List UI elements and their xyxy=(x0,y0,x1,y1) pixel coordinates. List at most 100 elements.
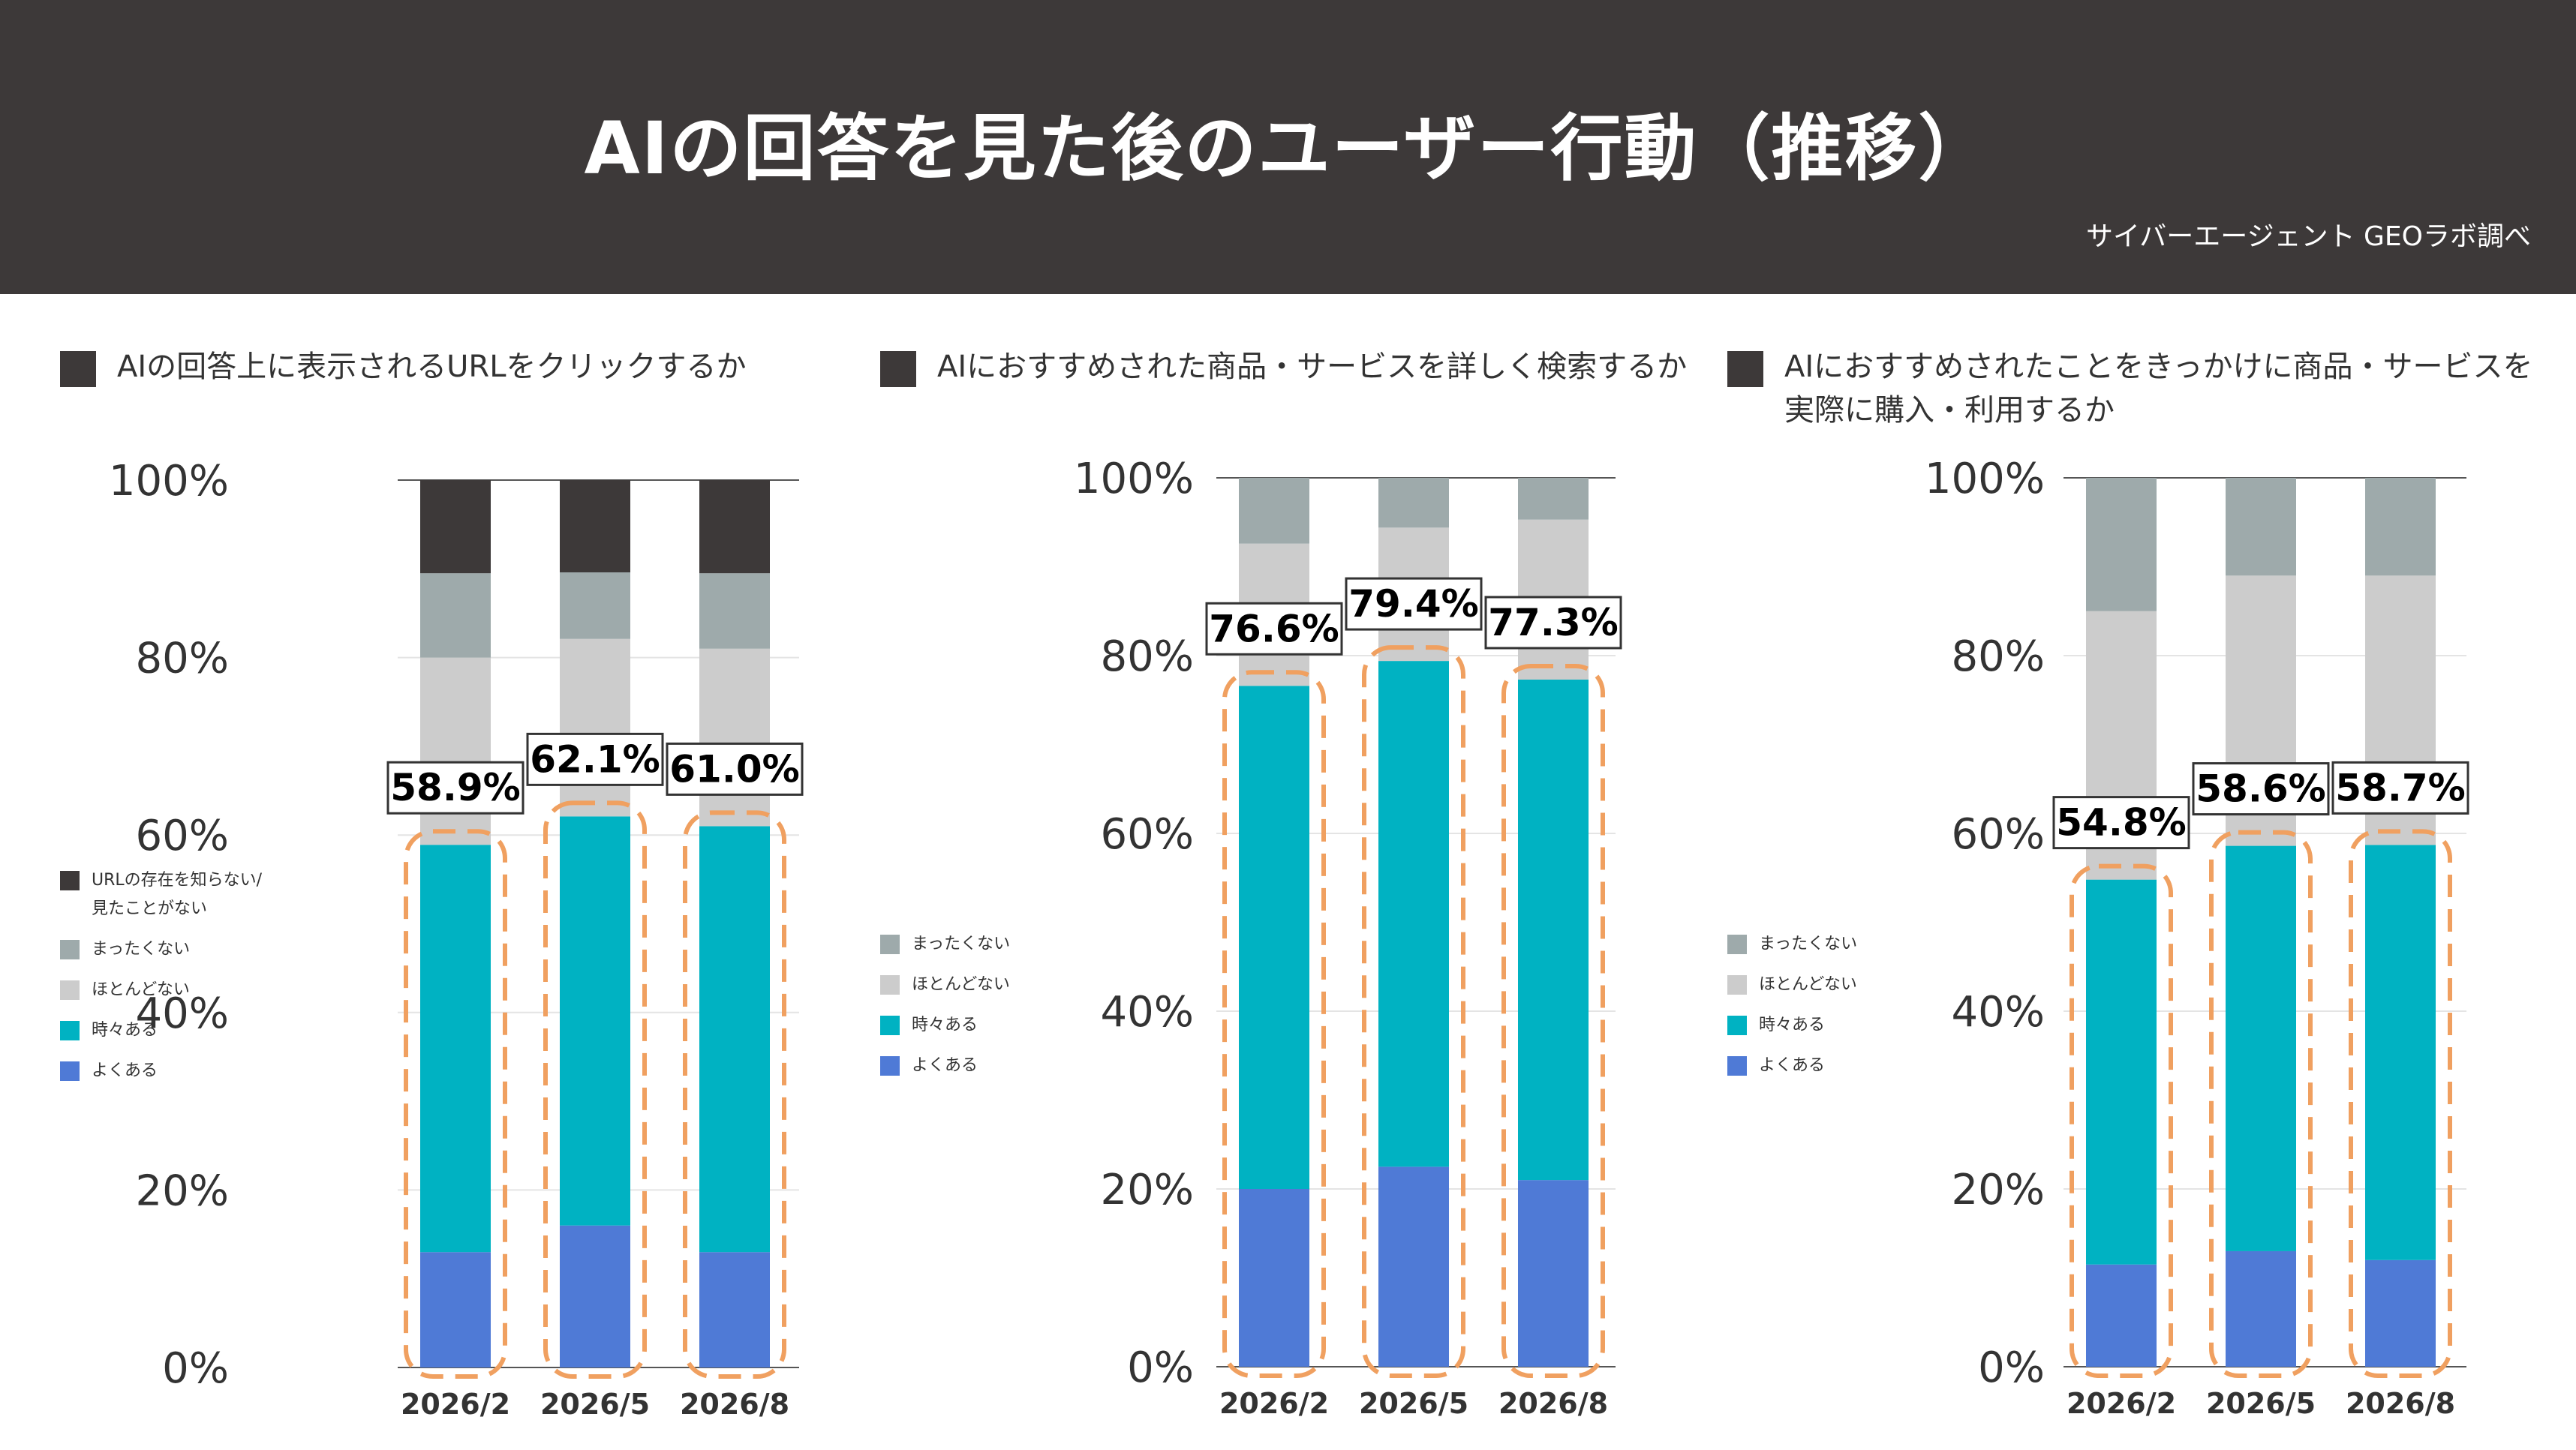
y-tick-label: 80% xyxy=(1952,632,2045,681)
bar-segment xyxy=(420,657,491,845)
data-label-box xyxy=(2052,796,2190,850)
stacked-bar-chart: 0% 20% 40% 60% 80% 100% 76.6% 2026/2 79.4% 2026/5… xyxy=(1074,455,1622,1420)
bar-segment xyxy=(2226,845,2296,1251)
bar-segment xyxy=(2226,478,2296,576)
bar-segment xyxy=(2086,879,2157,1265)
stacked-bar-chart: 0% 20% 40% 60% 80% 100% 58.9% 2026/2 62.1% 2026/5… xyxy=(109,457,804,1421)
data-label: 62.1% xyxy=(530,737,660,781)
data-label-box xyxy=(1345,577,1483,631)
data-label-box xyxy=(1205,602,1343,656)
y-tick-label: 20% xyxy=(1101,1166,1194,1214)
stacked-bar-chart: 0% 20% 40% 60% 80% 100% 54.8% 2026/2 58.6% 2026/5… xyxy=(1925,455,2469,1420)
bar-segment xyxy=(699,1252,770,1367)
y-tick-label: 100% xyxy=(1074,455,1194,503)
legend-swatch xyxy=(60,980,80,1000)
chart-panel-product-search: AIにおすすめされた商品・サービスを詳しく検索するか 0% 20% 40% 60% 80… xyxy=(880,345,1706,1433)
x-tick-label: 2026/5 xyxy=(2206,1387,2316,1420)
legend-item: ほとんどない xyxy=(880,971,1010,999)
y-tick-label: 60% xyxy=(1101,810,1194,859)
bar-segment xyxy=(2086,1264,2157,1367)
legend-item: URLの存在を知らない/ 見たことがない xyxy=(60,866,262,923)
legend-swatch xyxy=(1727,975,1747,995)
legend-swatch xyxy=(880,935,900,954)
x-tick-label: 2026/5 xyxy=(1359,1387,1468,1420)
bar-segment xyxy=(2226,1250,2296,1367)
legend-label: よくある xyxy=(1759,1056,1826,1075)
data-label: 54.8% xyxy=(2056,801,2186,845)
title-marker xyxy=(60,351,96,387)
y-tick-label: 100% xyxy=(1925,455,2045,503)
chart-panel-purchase: AIにおすすめされたことをきっかけに商品・サービスを実際に購入・利用するか 0%… xyxy=(1727,345,2553,1433)
legend-swatch xyxy=(60,940,80,959)
bar-segment xyxy=(1239,1189,1309,1367)
x-tick-label: 2026/2 xyxy=(2067,1387,2176,1420)
bar-segment xyxy=(2365,845,2436,1260)
bar-segment xyxy=(420,1252,491,1367)
y-tick-label: 60% xyxy=(1952,810,2045,859)
legend-item: まったくない xyxy=(880,930,1010,959)
chart-title-row: AIの回答上に表示されるURLをクリックするか xyxy=(60,345,885,389)
legend-label: まったくない xyxy=(1759,935,1858,953)
bar-segment xyxy=(420,480,491,574)
legend-label: まったくない xyxy=(92,940,191,959)
data-label-box xyxy=(386,761,525,815)
x-tick-label: 2026/2 xyxy=(1219,1387,1329,1420)
bar-segment xyxy=(420,573,491,658)
highlight-outline xyxy=(1362,645,1465,1378)
bar-segment xyxy=(1518,679,1589,1181)
data-label: 58.6% xyxy=(2196,767,2325,811)
chart-panel-url-click: AIの回答上に表示されるURLをクリックするか 0% 20% 40% 60% 80% 10… xyxy=(60,345,885,1433)
chart-title-row: AIにおすすめされたことをきっかけに商品・サービスを実際に購入・利用するか xyxy=(1727,345,2553,432)
legend-label: 時々ある xyxy=(1759,1016,1826,1034)
title-marker xyxy=(1727,351,1763,387)
bar-segment xyxy=(420,845,491,1253)
y-tick-label: 40% xyxy=(1101,988,1194,1037)
legend-swatch xyxy=(1727,1016,1747,1035)
y-tick-label: 20% xyxy=(136,1166,229,1215)
x-tick-label: 2026/2 xyxy=(401,1388,510,1421)
legend-item: よくある xyxy=(60,1057,262,1085)
title-marker xyxy=(880,351,916,387)
highlight-outline xyxy=(1501,663,1605,1378)
bar-segment xyxy=(1518,478,1589,520)
bar-segment xyxy=(560,816,630,1226)
y-tick-label: 20% xyxy=(1952,1166,2045,1214)
bar-segment xyxy=(1378,1166,1449,1367)
legend-label: ほとんどない xyxy=(912,975,1010,994)
y-tick-label: 0% xyxy=(1978,1343,2045,1392)
bar-segment xyxy=(560,1225,630,1367)
x-tick-label: 2026/8 xyxy=(680,1388,789,1421)
legend-swatch xyxy=(1727,1056,1747,1076)
bar-segment xyxy=(2365,478,2436,576)
bar-segment xyxy=(699,573,770,649)
bar-segment xyxy=(699,480,770,574)
x-tick-label: 2026/8 xyxy=(2346,1387,2455,1420)
chart-legend: URLの存在を知らない/ 見たことがない まったくない ほとんどない 時々ある よくある xyxy=(60,866,262,1097)
legend-label: よくある xyxy=(92,1061,158,1080)
highlight-outline xyxy=(543,800,647,1379)
legend-label: 時々ある xyxy=(92,1021,158,1040)
bar-segment xyxy=(1239,478,1309,544)
chart-title: AIにおすすめされた商品・サービスを詳しく検索するか xyxy=(937,350,1688,384)
legend-item: 時々ある xyxy=(60,1016,262,1045)
bar-segment xyxy=(699,648,770,827)
legend-label: まったくない xyxy=(912,935,1011,953)
data-label-box xyxy=(666,742,804,796)
legend-item: よくある xyxy=(880,1052,1010,1080)
highlight-outline xyxy=(2209,830,2313,1378)
page-title: AIの回答を見た後のユーザー行動（推移） xyxy=(584,107,1992,191)
data-label-box xyxy=(2192,762,2330,816)
highlight-outline xyxy=(404,829,507,1379)
legend-swatch xyxy=(1727,935,1747,954)
bar-segment xyxy=(1378,478,1449,528)
data-label: 61.0% xyxy=(669,747,799,791)
legend-item: まったくない xyxy=(1727,930,1857,959)
highlight-outline xyxy=(2349,829,2452,1378)
highlight-outline xyxy=(2070,863,2173,1378)
chart-title-row: AIにおすすめされた商品・サービスを詳しく検索するか xyxy=(880,345,1706,389)
legend-item: まったくない xyxy=(60,935,262,964)
data-label: 76.6% xyxy=(1209,607,1339,650)
bar-segment xyxy=(2365,1259,2436,1367)
y-tick-label: 0% xyxy=(162,1344,229,1393)
y-tick-label: 80% xyxy=(136,635,229,683)
